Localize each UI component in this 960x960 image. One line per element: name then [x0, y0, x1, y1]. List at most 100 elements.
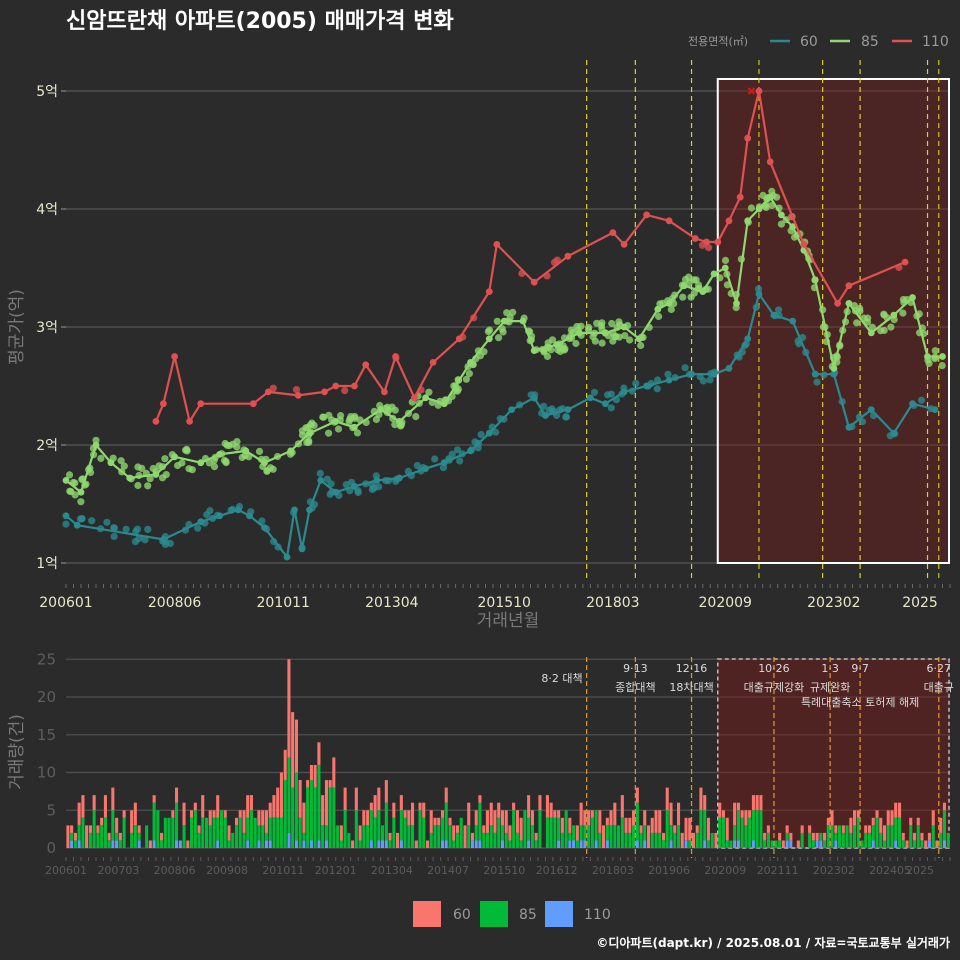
- series-110-scatter-point: [705, 244, 713, 252]
- volume-bar-60: [500, 810, 504, 826]
- volume-bar-60: [313, 765, 317, 788]
- price-x-axis-title: 거래년월: [477, 611, 540, 631]
- series-110-point: [332, 382, 340, 390]
- volume-bar-85: [849, 832, 853, 848]
- volume-bar-85: [459, 817, 463, 848]
- series-85-scatter-point: [938, 362, 946, 370]
- volume-bar-85: [384, 802, 388, 841]
- series-110-scatter-point: [292, 386, 301, 394]
- volume-bar-60: [534, 832, 538, 841]
- volume-bar-60: [778, 832, 782, 841]
- volume-bar-85: [249, 810, 253, 849]
- volume-bar-85: [485, 832, 489, 848]
- volume-bar-60: [238, 810, 242, 818]
- volume-bar-60: [759, 795, 763, 811]
- series-60-point: [643, 382, 650, 390]
- volume-bar-85: [534, 840, 538, 848]
- volume-bar-85: [946, 832, 950, 848]
- series-60-scatter-point: [681, 364, 689, 372]
- series-85-scatter-point: [598, 319, 606, 327]
- event-label-date: 12·16: [676, 662, 708, 675]
- volume-bar-60: [88, 825, 92, 833]
- volume-legend-swatch-110: [545, 901, 573, 927]
- volume-bar-85: [253, 817, 257, 848]
- series-110-point: [197, 400, 205, 408]
- volume-bar-60: [912, 832, 916, 841]
- volume-bar-85: [894, 817, 898, 841]
- volume-bar-60: [886, 810, 890, 826]
- series-85-point: [733, 300, 740, 307]
- volume-bar-85: [309, 780, 313, 841]
- volume-bar-110: [684, 840, 688, 848]
- volume-bar-85: [336, 825, 340, 848]
- series-85-scatter-point: [637, 341, 645, 350]
- series-60-scatter-point: [368, 485, 376, 493]
- volume-bar-85: [205, 817, 209, 848]
- series-60-scatter-point: [456, 457, 464, 465]
- volume-bar-85: [145, 825, 149, 848]
- volume-bar-60: [744, 810, 748, 826]
- series-85-scatter-point: [412, 413, 420, 421]
- volume-x-tick-label: 201906: [648, 864, 690, 877]
- volume-bar-60: [302, 802, 306, 833]
- volume-bar-85: [774, 840, 778, 848]
- volume-bar-85: [508, 840, 512, 848]
- price-x-tick-label: 202009: [699, 595, 752, 611]
- event-label-name: 대출규제강화: [744, 681, 805, 694]
- volume-bar-85: [890, 825, 894, 848]
- series-85-scatter-point: [598, 339, 606, 347]
- volume-bar-85: [227, 840, 231, 848]
- volume-bar-85: [639, 832, 643, 848]
- series-85-scatter-point: [305, 438, 313, 446]
- volume-y-axis-title: 거래량(건): [7, 714, 27, 790]
- volume-bar-85: [751, 810, 755, 841]
- legend-label-60: 60: [800, 34, 818, 50]
- volume-bar-60: [898, 802, 902, 818]
- volume-bar-60: [294, 719, 298, 773]
- volume-bar-85: [515, 832, 519, 848]
- series-110-point: [620, 241, 628, 248]
- volume-bar-60: [268, 802, 272, 818]
- volume-bar-110: [369, 840, 373, 848]
- series-85-scatter-point: [573, 322, 581, 331]
- series-85-scatter-point: [210, 463, 219, 471]
- volume-bar-110: [605, 840, 609, 848]
- volume-x-tick-label: 201803: [592, 864, 634, 877]
- series-85-scatter-point: [853, 319, 861, 327]
- volume-bar-60: [598, 810, 602, 833]
- series-60-point: [197, 518, 205, 526]
- volume-bar-60: [407, 810, 411, 826]
- volume-bar-60: [504, 810, 508, 833]
- volume-bar-85: [272, 817, 276, 848]
- volume-legend-label-85: 85: [519, 907, 537, 923]
- series-60-point: [396, 474, 403, 482]
- volume-bar-110: [441, 840, 445, 848]
- volume-bar-85: [916, 825, 920, 848]
- volume-bar-85: [261, 825, 265, 848]
- volume-bar-60: [291, 712, 295, 788]
- series-60-scatter-point: [754, 285, 763, 293]
- series-85-scatter-point: [503, 309, 511, 317]
- event-label-date: 9·7: [851, 662, 869, 675]
- volume-bar-85: [669, 825, 673, 841]
- series-85-point: [485, 335, 493, 343]
- volume-bar-85: [163, 817, 167, 848]
- volume-bar-60: [785, 825, 789, 833]
- volume-bar-110: [287, 832, 291, 848]
- series-110-point: [455, 335, 463, 343]
- volume-bar-85: [231, 832, 235, 848]
- series-85-point: [845, 300, 853, 307]
- volume-bar-60: [635, 787, 639, 803]
- volume-bar-60: [879, 817, 883, 833]
- volume-bar-85: [598, 832, 602, 848]
- volume-x-tick-label: 201612: [536, 864, 578, 877]
- series-110-point: [725, 217, 733, 225]
- volume-bar-85: [725, 840, 729, 848]
- series-60-point: [246, 512, 253, 520]
- series-110-point: [901, 258, 909, 266]
- price-y-tick-label: 1억: [36, 556, 58, 572]
- volume-bar-60: [927, 832, 931, 841]
- volume-bar-85: [137, 832, 141, 841]
- volume-bar-85: [220, 810, 224, 849]
- volume-bar-85: [583, 825, 587, 841]
